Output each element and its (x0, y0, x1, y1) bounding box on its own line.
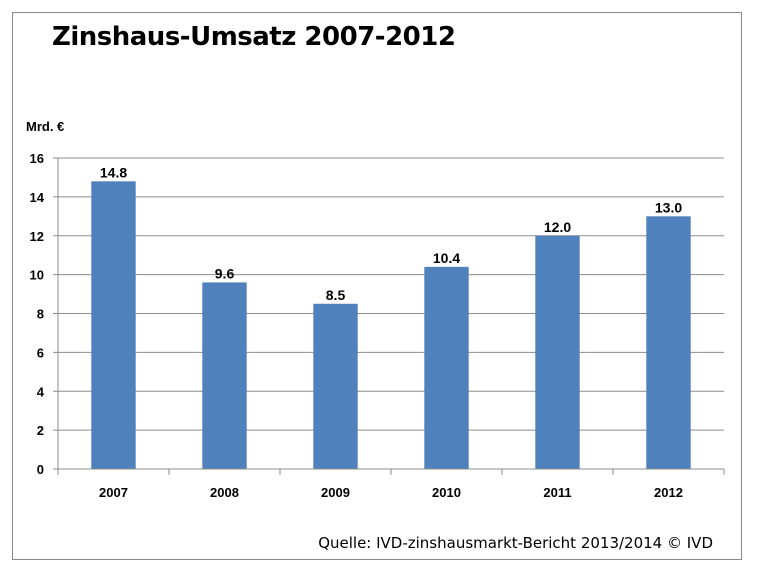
y-tick-label: 2 (37, 423, 44, 438)
source-note: Quelle: IVD-zinshausmarkt-Bericht 2013/2… (318, 534, 713, 552)
x-axis-ticks: 2007 2008 2009 2010 2011 2012 (57, 469, 725, 500)
bar-2011 (535, 235, 580, 469)
axes (57, 158, 724, 470)
y-tick-label: 10 (30, 268, 44, 283)
y-tick-label: 4 (37, 384, 45, 399)
x-tick-label-2010: 2010 (432, 485, 461, 500)
data-label-2010: 10.4 (433, 250, 460, 266)
data-label-2008: 9.6 (215, 265, 235, 281)
data-label-2012: 13.0 (655, 199, 682, 215)
y-tick-label: 12 (30, 229, 44, 244)
bar-2007 (91, 181, 136, 469)
bars (91, 181, 691, 469)
bar-2010 (424, 266, 469, 469)
y-tick-label: 14 (30, 190, 45, 205)
gridlines (58, 157, 724, 431)
bar-2008 (202, 282, 247, 469)
y-axis-ticks: 0 2 4 6 8 10 12 14 16 (30, 151, 58, 477)
bar-2012 (646, 216, 691, 469)
x-tick-label-2008: 2008 (210, 485, 239, 500)
y-tick-label: 16 (30, 151, 44, 166)
x-tick-label-2011: 2011 (543, 485, 571, 500)
x-tick-label-2012: 2012 (654, 485, 683, 500)
bar-2009 (313, 303, 358, 469)
data-labels: 14.8 9.6 8.5 10.4 12.0 13.0 (100, 164, 682, 302)
y-tick-label: 8 (37, 307, 44, 322)
y-tick-label: 6 (37, 345, 44, 360)
x-tick-label-2009: 2009 (321, 485, 350, 500)
data-label-2011: 12.0 (544, 219, 571, 235)
chart-title: Zinshaus-Umsatz 2007-2012 (52, 22, 456, 52)
y-tick-label: 0 (37, 462, 44, 477)
data-label-2009: 8.5 (326, 287, 346, 303)
y-axis-unit-label: Mrd. € (26, 119, 65, 134)
x-tick-label-2007: 2007 (99, 485, 128, 500)
data-label-2007: 14.8 (100, 164, 127, 180)
